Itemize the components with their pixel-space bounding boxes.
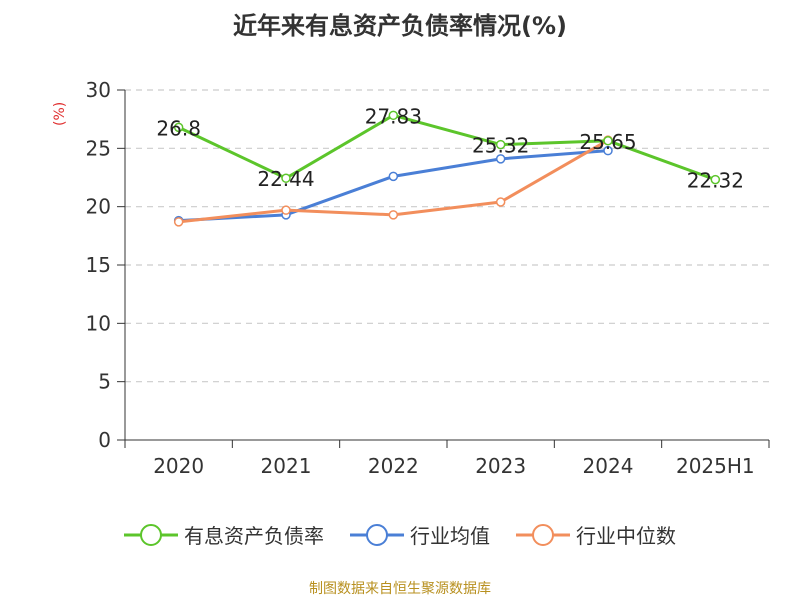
data-label: 27.83	[365, 104, 422, 128]
data-point	[603, 136, 613, 146]
legend-circle	[532, 523, 554, 546]
data-point	[173, 217, 184, 227]
chart-title: 近年来有息资产负债率情况(%)	[233, 12, 567, 40]
data-label: 25.65	[579, 130, 636, 154]
legend-circle	[140, 523, 162, 546]
y-tick-label: 30	[86, 78, 111, 102]
data-point	[710, 174, 721, 185]
y-tick-label: 25	[86, 136, 111, 160]
y-tick-label: 5	[98, 370, 111, 394]
y-tick-label: 20	[86, 195, 111, 219]
x-tick-label: 2024	[583, 454, 634, 478]
data-label: 26.8	[156, 116, 201, 140]
data-point	[603, 145, 613, 156]
y-tick-label: 0	[98, 428, 111, 452]
data-label: 22.32	[687, 169, 744, 193]
chart-legend: 有息资产负债率 行业均值 行业中位数	[0, 520, 800, 549]
x-tick-label: 2025H1	[676, 454, 755, 478]
data-point	[495, 154, 506, 164]
legend-item[interactable]: 有息资产负债率	[124, 520, 324, 549]
data-point	[281, 173, 291, 183]
x-tick-label: 2022	[368, 454, 419, 478]
legend-item[interactable]: 行业中位数	[516, 520, 676, 549]
y-tick-label: 10	[86, 311, 111, 335]
data-source-note: 制图数据来自恒生聚源数据库	[309, 581, 491, 597]
data-label: 25.32	[472, 134, 529, 158]
legend-item[interactable]: 行业均值	[350, 520, 490, 549]
data-point	[281, 205, 291, 215]
data-point	[173, 122, 184, 133]
series-line	[178, 113, 716, 182]
legend-circle	[366, 523, 388, 546]
data-point	[388, 210, 399, 220]
x-tick-label: 2021	[261, 454, 312, 478]
data-point	[388, 110, 399, 121]
legend-label: 行业中位数	[576, 524, 676, 548]
legend-marker-icon	[124, 523, 178, 546]
legend-label: 行业均值	[410, 524, 490, 548]
data-point	[388, 171, 399, 182]
legend-marker-icon	[516, 523, 570, 546]
x-tick-label: 2020	[153, 454, 204, 478]
x-tick-label: 2023	[475, 454, 526, 478]
y-tick-label: 15	[86, 253, 111, 277]
data-label: 22.44	[257, 167, 314, 191]
data-point	[495, 197, 506, 207]
legend-label: 有息资产负债率	[184, 524, 324, 548]
data-point	[495, 139, 506, 150]
legend-marker-icon	[350, 523, 404, 546]
